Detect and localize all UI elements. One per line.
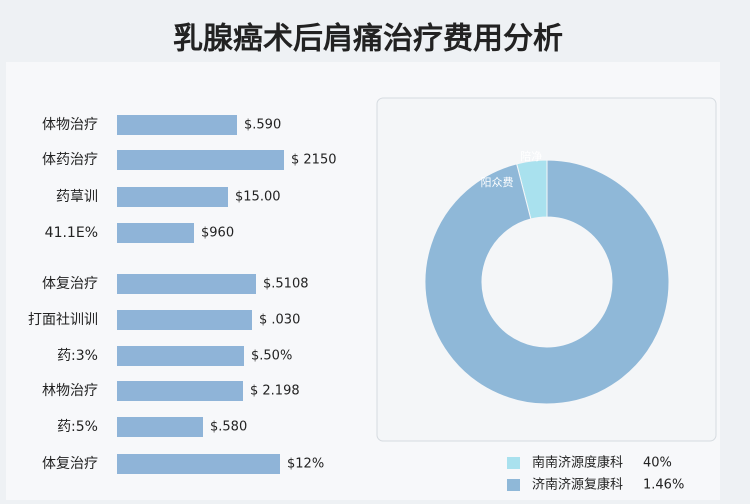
value-label: $ .030 (259, 313, 300, 328)
bar (117, 223, 194, 243)
category-label: 打面社训训 (28, 311, 98, 328)
bar (117, 150, 284, 170)
category-label: 药䓍训 (56, 189, 98, 205)
legend-label: 济南济源复康科 (532, 477, 623, 493)
value-label: $12% (287, 457, 324, 472)
bar (117, 115, 237, 135)
segment-label: 阳众费 (481, 176, 514, 189)
bar (117, 187, 228, 207)
legend-swatch (507, 457, 520, 469)
category-label: 药:5% (57, 419, 98, 435)
legend-value: 1.46% (643, 478, 684, 493)
value-label: $.5108 (263, 277, 309, 292)
value-label: $.580 (210, 420, 247, 435)
value-label: $ 2.198 (250, 384, 300, 399)
category-label: 41.1E% (45, 225, 98, 241)
category-label: 药:3% (57, 348, 98, 364)
value-label: $.50% (251, 349, 292, 364)
bar (117, 454, 280, 474)
legend-label: 南南济源度康科 (532, 455, 623, 471)
bar (117, 417, 203, 437)
value-label: $.590 (244, 118, 281, 133)
donut-segment (424, 159, 670, 405)
category-label: 体复治疗 (42, 455, 98, 472)
category-label: 体复治疗 (42, 275, 98, 292)
value-label: $960 (201, 226, 234, 241)
category-label: 体药治疗 (42, 152, 98, 168)
value-label: $15.00 (235, 190, 281, 205)
bar (117, 381, 243, 401)
legend-swatch (507, 479, 520, 491)
chart-title: 乳腺癌术后肩痛治疗费用分析 (173, 22, 563, 57)
legend-value: 40% (643, 456, 672, 471)
category-label: 体物治疗 (42, 117, 98, 133)
segment-label: 陪净 (520, 149, 542, 163)
bar (117, 346, 244, 366)
bar (117, 310, 252, 330)
bar (117, 274, 256, 294)
category-label: 林物治疗 (42, 383, 98, 399)
value-label: $ 2150 (291, 153, 337, 168)
